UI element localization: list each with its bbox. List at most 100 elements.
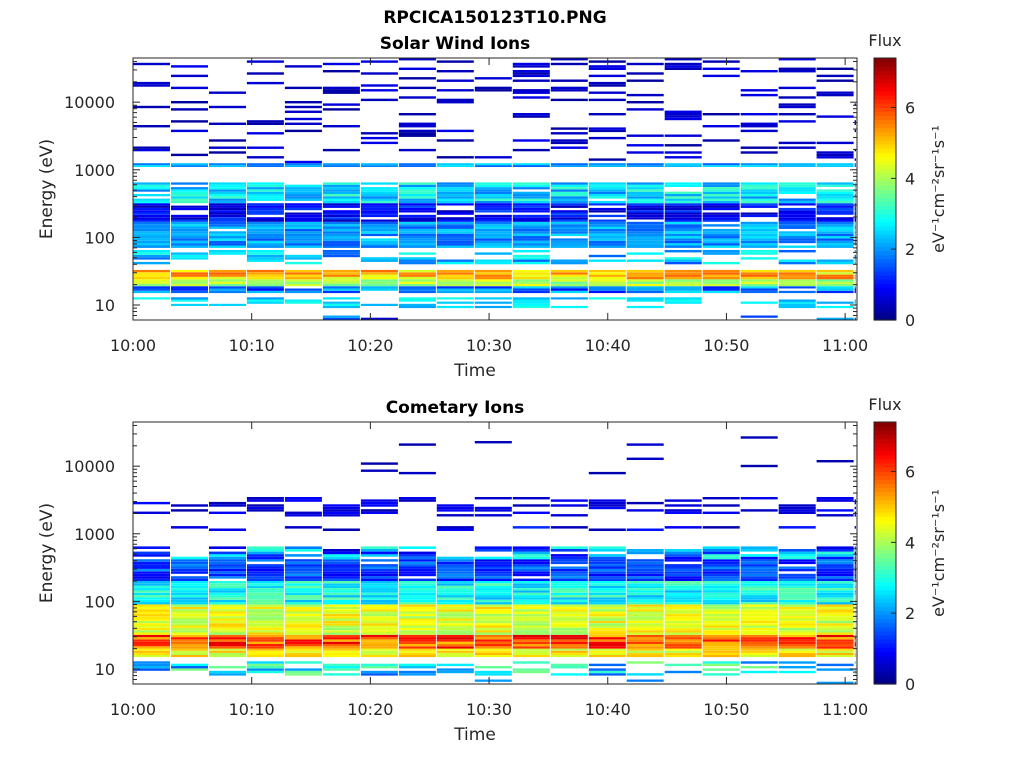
heatmap-cell — [360, 214, 398, 218]
heatmap-cell — [664, 625, 702, 628]
x-tick-label: 11:00 — [822, 336, 868, 355]
heatmap-cell — [133, 546, 170, 549]
heatmap-cell — [588, 196, 626, 199]
heatmap-cell — [512, 623, 550, 626]
heatmap-cell — [436, 226, 474, 229]
heatmap-cell — [550, 219, 588, 222]
heatmap-cell — [854, 165, 856, 167]
heatmap-cell — [133, 203, 170, 206]
heatmap-cell — [322, 62, 360, 66]
y-tick-label: 100 — [84, 592, 115, 611]
heatmap-cell — [816, 196, 854, 199]
colorbar-segment — [874, 74, 896, 80]
heatmap-cell — [474, 233, 512, 237]
heatmap-cell — [171, 153, 208, 157]
heatmap-cell — [246, 281, 284, 284]
heatmap-cell — [209, 283, 246, 287]
heatmap-cell — [209, 561, 246, 565]
heatmap-cell — [626, 623, 664, 626]
heatmap-cell — [322, 240, 360, 244]
heatmap-cell — [550, 231, 588, 234]
heatmap-cell — [550, 79, 588, 82]
heatmap-cell — [398, 240, 436, 244]
heatmap-cell — [740, 599, 778, 603]
heatmap-cell — [588, 200, 626, 204]
heatmap-cell — [550, 637, 588, 640]
heatmap-cell — [474, 240, 512, 244]
heatmap-cell — [816, 576, 854, 579]
colorbar-segment — [874, 291, 896, 297]
colorbar-segment — [874, 438, 896, 444]
heatmap-cell — [360, 639, 398, 642]
heatmap-cell — [284, 160, 322, 164]
heatmap-cell — [550, 214, 588, 218]
heatmap-cell — [246, 182, 284, 185]
heatmap-cell — [133, 511, 170, 514]
heatmap-cell — [626, 214, 664, 218]
heatmap-cell — [664, 151, 702, 154]
heatmap-cell — [550, 627, 588, 631]
heatmap-cell — [702, 644, 740, 647]
heatmap-cell — [512, 72, 550, 75]
heatmap-cell — [512, 630, 550, 633]
heatmap-cell — [209, 146, 246, 149]
heatmap-cell — [702, 634, 740, 638]
heatmap-cell — [171, 564, 208, 567]
x-tick-label: 10:40 — [585, 700, 631, 719]
heatmap-cell — [474, 564, 512, 567]
heatmap-cell — [360, 228, 398, 232]
heatmap-cell — [550, 224, 588, 227]
heatmap-cell — [209, 625, 246, 628]
heatmap-cell — [436, 277, 474, 280]
colorbar-segment — [874, 606, 896, 611]
heatmap-cell — [816, 592, 854, 596]
heatmap-cell — [664, 261, 702, 265]
x-tick-label: 10:20 — [347, 700, 393, 719]
heatmap-cell — [626, 620, 664, 624]
heatmap-cell — [854, 274, 856, 277]
heatmap-cell — [133, 646, 170, 649]
heatmap-cell — [740, 644, 778, 647]
heatmap-cell — [171, 196, 208, 199]
heatmap-cell — [702, 231, 740, 234]
heatmap-cell — [550, 283, 588, 287]
heatmap-cell — [740, 125, 778, 128]
colorbar-segment — [874, 434, 896, 439]
heatmap-cell — [854, 581, 856, 584]
heatmap-cell — [474, 210, 512, 213]
heatmap-cell — [474, 191, 512, 194]
heatmap-cell — [702, 627, 740, 631]
heatmap-cell — [322, 668, 360, 671]
heatmap-cell — [854, 566, 856, 569]
heatmap-cell — [550, 650, 588, 653]
heatmap-cell — [171, 205, 208, 208]
colorbar-segment — [874, 148, 896, 153]
heatmap-cell — [550, 641, 588, 644]
heatmap-cell — [171, 526, 208, 529]
heatmap-cell — [322, 228, 360, 232]
heatmap-cell — [550, 666, 588, 669]
heatmap-cell — [512, 592, 550, 596]
heatmap-cell — [209, 599, 246, 603]
heatmap-cell — [778, 245, 816, 248]
heatmap-cell — [398, 590, 436, 593]
heatmap-cell — [246, 504, 284, 507]
heatmap-cell — [209, 187, 246, 190]
heatmap-cell — [816, 559, 854, 562]
heatmap-cell — [474, 236, 512, 239]
heatmap-cell — [626, 243, 664, 246]
heatmap-cell — [512, 288, 550, 291]
colorbar-segment — [874, 315, 896, 321]
heatmap-cell — [322, 274, 360, 277]
heatmap-cell — [398, 588, 436, 591]
heatmap-cell — [664, 217, 702, 220]
heatmap-cell — [702, 205, 740, 208]
heatmap-cell — [133, 595, 170, 598]
heatmap-cell — [626, 187, 664, 190]
heatmap-cell — [588, 568, 626, 572]
heatmap-cell — [284, 554, 322, 557]
heatmap-cell — [816, 641, 854, 644]
heatmap-cell — [626, 281, 664, 284]
heatmap-cell — [778, 113, 816, 116]
